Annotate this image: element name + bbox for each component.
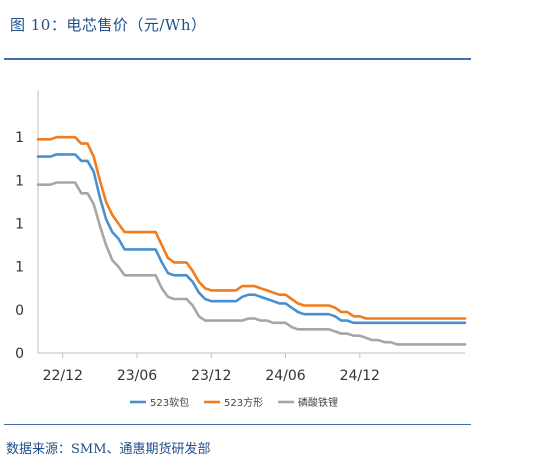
series-line-1 (36, 135, 467, 320)
figure-title: 图 10：电芯售价（元/Wh） (10, 16, 207, 34)
y-tick-label: 1 (15, 130, 24, 146)
y-tick-label: 0 (15, 346, 24, 362)
y-tick-label: 0 (15, 303, 24, 319)
series-line-2 (36, 181, 467, 346)
x-tick-label: 24/12 (340, 368, 380, 384)
bottom-divider (4, 424, 471, 425)
legend-label-0: 523软包 (150, 396, 189, 409)
x-tick-label: 22/12 (43, 368, 83, 384)
source-note: 数据来源：SMM、通惠期货研发部 (6, 442, 211, 457)
legend-label-2: 磷酸铁锂 (298, 396, 338, 409)
line-chart: 0 0 1 1 1 1 22/12 23/06 23/12 24/06 24/12 523软包 523方… (15, 90, 467, 409)
legend-label-1: 523方形 (224, 396, 263, 409)
x-tick-label: 23/12 (191, 368, 231, 384)
y-tick-label: 1 (15, 173, 24, 189)
y-tick-label: 1 (15, 260, 24, 276)
x-tick-label: 23/06 (117, 368, 157, 384)
y-tick-label: 1 (15, 217, 24, 233)
series-line-0 (36, 153, 467, 325)
x-tick-label: 24/06 (265, 368, 305, 384)
top-divider (4, 58, 471, 60)
